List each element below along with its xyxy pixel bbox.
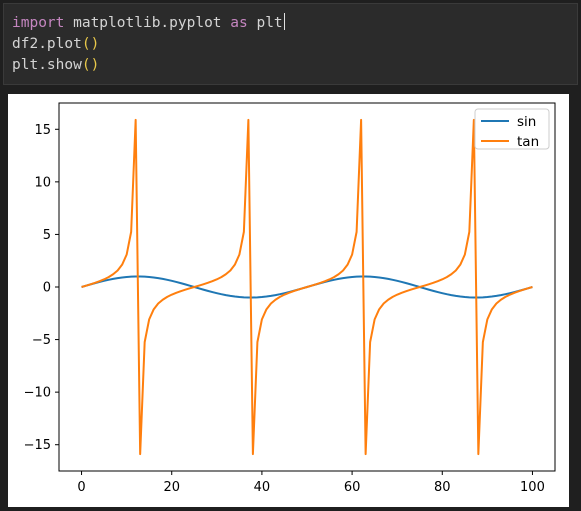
code-token: plt [247, 15, 283, 31]
x-tick-label: 0 [77, 480, 85, 495]
x-tick-label: 40 [254, 480, 271, 495]
x-tick-label: 100 [520, 480, 545, 495]
code-token: matplotlib.pyplot [64, 15, 231, 31]
y-tick-label: 15 [34, 123, 51, 138]
legend-label-sin: sin [517, 114, 536, 130]
text-caret [283, 13, 285, 30]
y-tick-label: 5 [43, 228, 51, 243]
y-tick-label: −10 [24, 386, 51, 401]
y-tick-label: −5 [32, 333, 51, 348]
code-cell[interactable]: import matplotlib.pyplot as plt df2.plot… [3, 3, 578, 85]
code-token: df2.plot [12, 36, 82, 52]
code-line-3: plt.show() [12, 55, 285, 76]
plot-figure: 0 20 40 60 80 100 −15 −10 −5 0 5 10 15 sin tan [8, 94, 569, 507]
code-editor[interactable]: import matplotlib.pyplot as plt df2.plot… [12, 13, 285, 76]
legend-box [474, 108, 550, 150]
code-token: () [81, 57, 100, 73]
code-token: () [81, 36, 100, 52]
x-tick-label: 60 [344, 480, 361, 495]
line-chart: 0 20 40 60 80 100 −15 −10 −5 0 5 10 15 sin tan [24, 102, 556, 495]
code-line-2: df2.plot() [12, 34, 285, 55]
series-line-tan [81, 118, 533, 456]
y-tick-label: 0 [43, 281, 51, 296]
code-token: as [230, 15, 248, 31]
y-tick-label: 10 [34, 175, 51, 190]
y-tick-label: −15 [24, 438, 51, 453]
x-tick-label: 20 [163, 480, 180, 495]
legend-label-tan: tan [517, 134, 539, 150]
code-line-1: import matplotlib.pyplot as plt [12, 13, 285, 34]
x-tick-label: 80 [434, 480, 451, 495]
code-token: import [12, 15, 65, 31]
code-token: plt.show [12, 57, 82, 73]
